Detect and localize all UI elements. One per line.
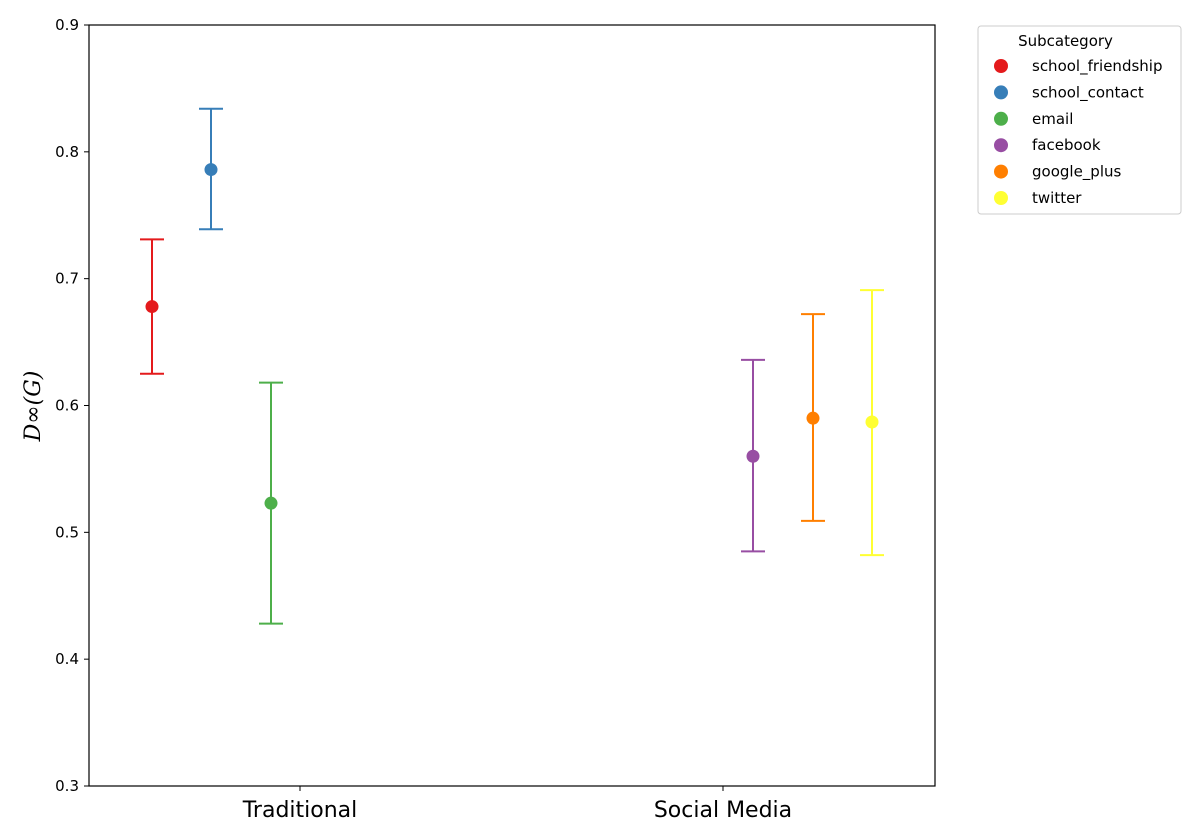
legend-marker (994, 59, 1008, 73)
legend-label: google_plus (1032, 163, 1121, 182)
x-axis-ticks: Traditional Social Media (242, 786, 792, 823)
x-tick-label: Traditional (242, 798, 358, 823)
legend-item: twitter (994, 189, 1082, 207)
legend-item: facebook (994, 136, 1101, 154)
series-facebook (741, 358, 765, 553)
y-tick-label: 0.9 (55, 16, 79, 34)
legend-item: email (994, 110, 1073, 128)
legend-marker (994, 111, 1008, 126)
axes-frame (88, 24, 936, 787)
y-tick-label: 0.8 (55, 143, 79, 161)
series-email (259, 381, 283, 625)
legend-item: school_friendship (994, 57, 1162, 76)
data-point (264, 496, 278, 510)
series-school_contact (199, 107, 223, 231)
series-twitter (860, 289, 884, 557)
legend-label: school_friendship (1032, 57, 1162, 76)
legend-marker (994, 164, 1008, 179)
legend-marker (994, 138, 1008, 153)
y-tick-label: 0.5 (55, 523, 79, 541)
data-point (806, 411, 820, 425)
data-point (746, 449, 760, 463)
legend-title: Subcategory (1018, 32, 1113, 50)
legend-label: twitter (1032, 189, 1082, 207)
series-layer (140, 107, 884, 625)
y-tick-label: 0.6 (55, 397, 79, 415)
x-tick-label: Social Media (654, 798, 792, 823)
series-school_friendship (140, 238, 164, 375)
legend-label: school_contact (1032, 83, 1144, 102)
legend: Subcategory school_friendship school_cont… (977, 25, 1182, 215)
data-point (204, 163, 218, 177)
plot-area (88, 24, 936, 787)
legend-box (977, 25, 1182, 215)
y-axis-ticks: 0.3 0.4 0.5 0.6 0.7 0.8 0.9 (55, 16, 89, 795)
legend-label: email (1032, 110, 1073, 128)
y-tick-label: 0.3 (55, 777, 79, 795)
series-google_plus (801, 313, 825, 522)
legend-marker (994, 191, 1008, 205)
data-point (145, 300, 159, 314)
y-tick-label: 0.4 (55, 650, 79, 668)
y-tick-label: 0.7 (55, 270, 79, 288)
y-axis-label: D∞(G) (21, 371, 46, 443)
legend-marker (994, 85, 1008, 100)
legend-label: facebook (1032, 136, 1101, 154)
legend-item: school_contact (994, 83, 1144, 102)
data-point (865, 415, 879, 429)
legend-item: google_plus (994, 163, 1121, 182)
